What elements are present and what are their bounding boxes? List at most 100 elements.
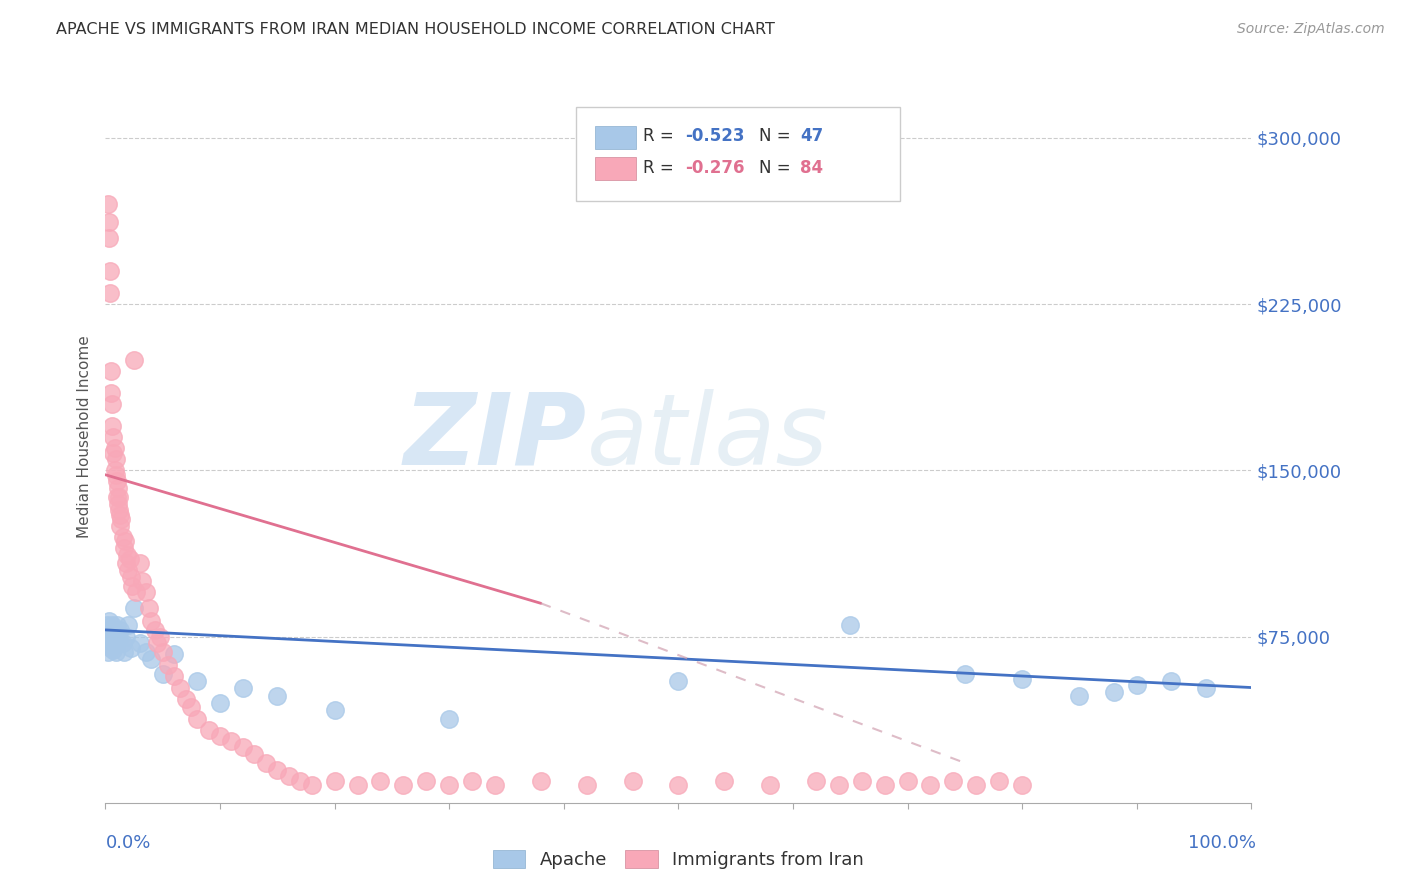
Point — [112, 645, 135, 659]
Point — [100, 385, 122, 400]
Point — [897, 773, 920, 788]
Text: -0.523: -0.523 — [685, 128, 744, 145]
Point — [128, 557, 150, 571]
Point — [163, 669, 186, 683]
Point — [97, 630, 120, 644]
Point — [96, 618, 118, 632]
Point — [1011, 778, 1033, 792]
Point — [120, 640, 142, 655]
Point — [186, 712, 208, 726]
Point — [103, 445, 125, 459]
Point — [135, 585, 157, 599]
Text: 47: 47 — [800, 128, 824, 145]
Text: APACHE VS IMMIGRANTS FROM IRAN MEDIAN HOUSEHOLD INCOME CORRELATION CHART: APACHE VS IMMIGRANTS FROM IRAN MEDIAN HO… — [56, 22, 775, 37]
Point — [575, 778, 598, 792]
Point — [141, 651, 163, 665]
Text: Source: ZipAtlas.com: Source: ZipAtlas.com — [1237, 22, 1385, 37]
Point — [323, 703, 346, 717]
Point — [97, 614, 120, 628]
Text: 0.0%: 0.0% — [105, 834, 150, 852]
Point — [107, 627, 129, 641]
Point — [149, 630, 172, 644]
Point — [839, 618, 862, 632]
Point — [104, 645, 127, 659]
Point — [100, 363, 122, 377]
Point — [713, 773, 735, 788]
Point — [103, 643, 125, 657]
Text: 100.0%: 100.0% — [1188, 834, 1256, 852]
Point — [392, 778, 415, 792]
Point — [266, 690, 288, 704]
Point — [243, 747, 266, 761]
Point — [101, 419, 124, 434]
Point — [118, 552, 141, 566]
Point — [942, 773, 965, 788]
Point — [163, 648, 186, 662]
Point — [104, 452, 127, 467]
Point — [152, 667, 174, 681]
Point — [232, 681, 254, 695]
Point — [1125, 678, 1147, 692]
Point — [128, 636, 150, 650]
Point — [101, 618, 124, 632]
Point — [146, 636, 169, 650]
Point — [110, 623, 132, 637]
Point — [103, 430, 125, 444]
Point — [114, 534, 136, 549]
Point — [107, 481, 129, 495]
Point — [104, 625, 127, 640]
Point — [121, 578, 143, 592]
Point — [122, 352, 145, 367]
Text: 84: 84 — [800, 159, 823, 177]
Point — [828, 778, 851, 792]
Point — [97, 636, 120, 650]
Point — [117, 618, 139, 632]
Point — [530, 773, 553, 788]
Point — [104, 463, 127, 477]
Point — [988, 773, 1011, 788]
Point — [105, 475, 128, 489]
Point — [115, 630, 138, 644]
Point — [851, 773, 873, 788]
Point — [804, 773, 827, 788]
Point — [152, 645, 174, 659]
Point — [98, 264, 121, 278]
Point — [97, 215, 120, 229]
Point — [209, 696, 232, 710]
Text: R =: R = — [643, 128, 679, 145]
Point — [370, 773, 392, 788]
Point — [759, 778, 782, 792]
Point — [186, 673, 208, 688]
Point — [104, 639, 127, 653]
Point — [266, 763, 288, 777]
Point — [108, 490, 131, 504]
Point — [141, 614, 163, 628]
Point — [110, 512, 132, 526]
Point — [666, 673, 689, 688]
Point — [169, 681, 191, 695]
Point — [104, 630, 127, 644]
Point — [221, 733, 243, 747]
Point — [103, 634, 125, 648]
Point — [97, 645, 120, 659]
Text: ZIP: ZIP — [404, 389, 586, 485]
Point — [666, 778, 689, 792]
Point — [104, 441, 127, 455]
Point — [461, 773, 484, 788]
Point — [104, 467, 127, 482]
Point — [120, 570, 142, 584]
Point — [105, 490, 128, 504]
Point — [415, 773, 437, 788]
Point — [197, 723, 219, 737]
Point — [439, 712, 461, 726]
Point — [346, 778, 368, 792]
Point — [98, 285, 121, 300]
Point — [108, 632, 131, 646]
Text: N =: N = — [759, 128, 796, 145]
Point — [1011, 672, 1033, 686]
Text: atlas: atlas — [586, 389, 828, 485]
Point — [1102, 685, 1125, 699]
Point — [920, 778, 942, 792]
Point — [107, 497, 129, 511]
Point — [135, 645, 157, 659]
